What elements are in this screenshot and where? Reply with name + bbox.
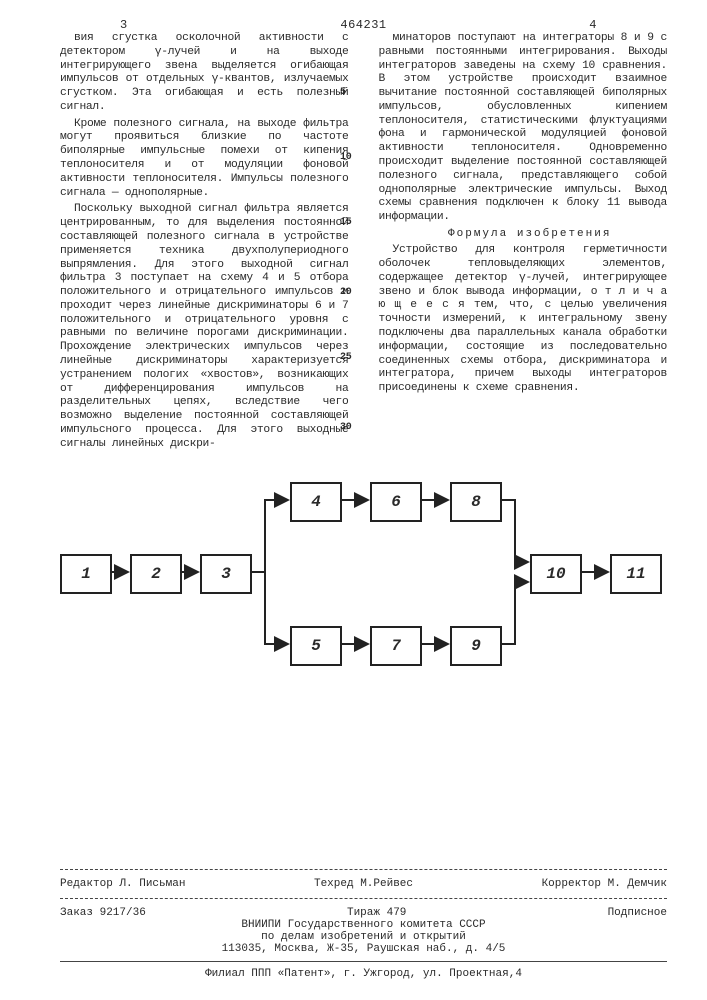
block-2: 2 (130, 554, 182, 594)
block-3: 3 (200, 554, 252, 594)
paragraph: Кроме полезного сигнала, на выходе фильт… (60, 118, 349, 201)
patent-number: 464231 (340, 18, 386, 32)
line-num-10: 10 (340, 152, 351, 164)
block-diagram: 1234 5 6 7 8 9 10 11 (60, 462, 667, 722)
subscription: Подписное (608, 907, 667, 919)
block-10: 10 (530, 554, 582, 594)
line-num-25: 25 (340, 352, 351, 364)
block-1: 1 (60, 554, 112, 594)
paragraph: минаторов поступают на интеграторы 8 и 9… (379, 32, 668, 225)
line-num-15: 15 (340, 217, 351, 229)
col-num-left: 3 (120, 18, 128, 32)
order-row: Заказ 9217/36 Тираж 479 Подписное (60, 907, 667, 919)
publisher-address: 113035, Москва, Ж-35, Раушская наб., д. … (60, 943, 667, 955)
header-numbers: 3 464231 4 (60, 18, 667, 32)
editor: Редактор Л. Письман (60, 878, 185, 890)
page-root: 3 464231 4 5 10 15 20 25 30 вия сгустка … (0, 0, 707, 1000)
branch-address: Филиал ППП «Патент», г. Ужгород, ул. Про… (60, 968, 667, 980)
block-4: 4 (290, 482, 342, 522)
line-num-5: 5 (340, 87, 346, 99)
credits-row: Редактор Л. Письман Техред М.Рейвес Корр… (60, 878, 667, 890)
line-num-30: 30 (340, 422, 351, 434)
paragraph: Поскольку выходной сигнал фильтра являет… (60, 203, 349, 451)
order-no: Заказ 9217/36 (60, 907, 146, 919)
claims-heading: Формула изобретения (379, 228, 668, 241)
imprint-footer: Редактор Л. Письман Техред М.Рейвес Корр… (60, 861, 667, 980)
block-5: 5 (290, 626, 342, 666)
claim-text: Устройство для контроля герметичности об… (379, 244, 668, 396)
block-6: 6 (370, 482, 422, 522)
publisher-line-1: ВНИИПИ Государственного комитета СССР (60, 919, 667, 931)
paragraph: вия сгустка осколочной активности с дете… (60, 32, 349, 115)
divider (60, 869, 667, 870)
publisher-line-2: по делам изобретений и открытий (60, 931, 667, 943)
divider (60, 961, 667, 962)
corrector: Корректор М. Демчик (542, 878, 667, 890)
col-num-right: 4 (589, 18, 597, 32)
tirage: Тираж 479 (347, 907, 406, 919)
line-num-20: 20 (340, 287, 351, 299)
block-11: 11 (610, 554, 662, 594)
divider (60, 898, 667, 899)
block-7: 7 (370, 626, 422, 666)
body-text-columns: 5 10 15 20 25 30 вия сгустка осколочной … (60, 32, 667, 452)
tech-ed: Техред М.Рейвес (314, 878, 413, 890)
block-9: 9 (450, 626, 502, 666)
block-8: 8 (450, 482, 502, 522)
